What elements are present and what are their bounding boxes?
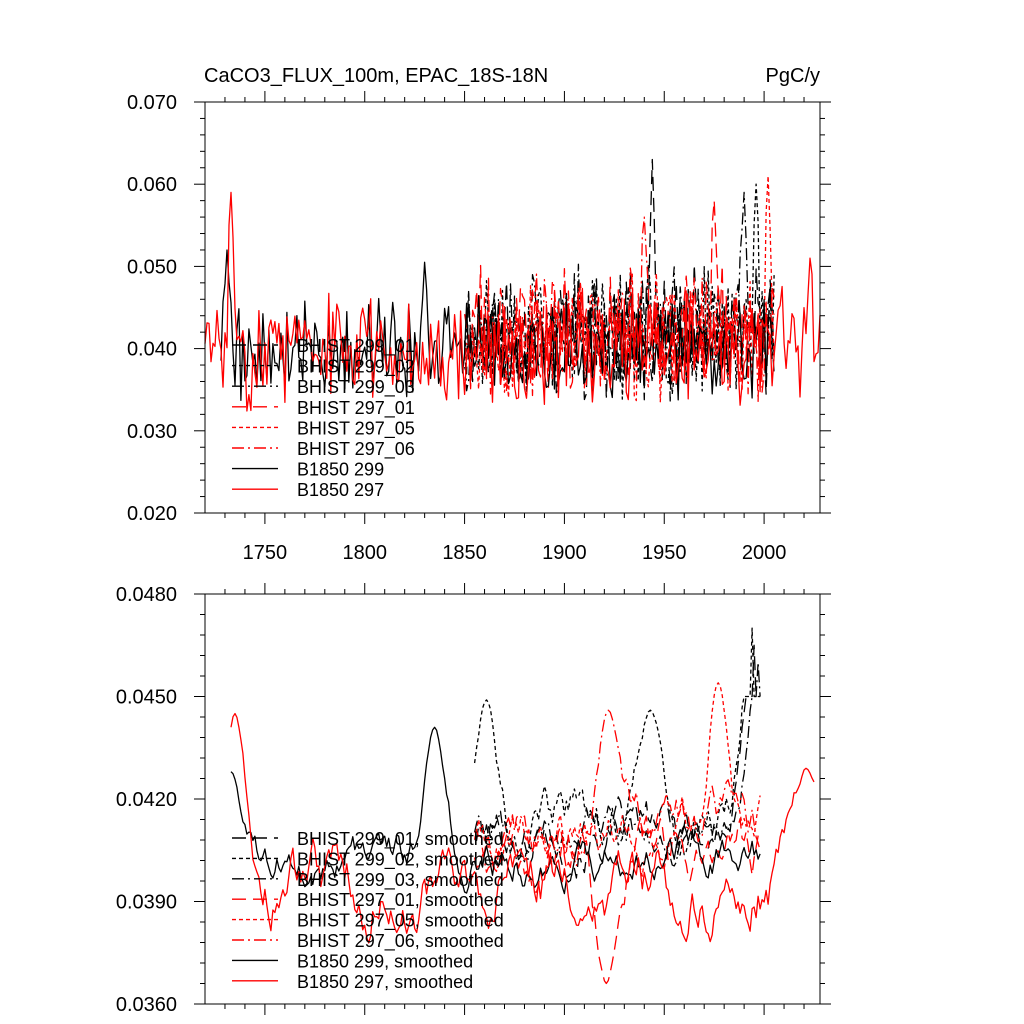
x-tick-label: 1750 <box>243 542 288 564</box>
series-line <box>204 191 821 412</box>
legend-label: BHIST 299_02 <box>297 357 415 378</box>
axes: 0.0360 0.0390 0.0420 0.0450 0.0480 <box>116 583 831 1016</box>
legend-label: B1850 297 <box>297 480 384 500</box>
y-tick-label: 0.030 <box>127 421 177 443</box>
legend-label: BHIST 297_06, smoothed <box>297 931 504 952</box>
top-panel: CaCO3_FLUX_100m, EPAC_18S-18N PgC/y 1750… <box>127 65 831 564</box>
legend-label: B1850 299 <box>297 460 384 480</box>
x-tick-label: 1800 <box>342 542 387 564</box>
legend-label: BHIST 299_02, smoothed <box>297 849 504 870</box>
legend-label: BHIST 297_06 <box>297 439 415 460</box>
series-lines <box>204 158 821 412</box>
plot-frame <box>204 101 821 514</box>
legend-label: BHIST 299_03, smoothed <box>297 870 504 891</box>
y-tick-label: 0.0390 <box>116 892 177 914</box>
y-tick-label: 0.0360 <box>116 994 177 1016</box>
legend-label: BHIST 297_01, smoothed <box>297 890 504 911</box>
x-tick-label: 2000 <box>742 542 787 564</box>
y-tick-label: 0.070 <box>127 92 177 114</box>
legend-label: BHIST 299_01, smoothed <box>297 829 504 850</box>
panel-title: CaCO3_FLUX_100m, EPAC_18S-18N <box>204 65 548 87</box>
x-tick-label: 1950 <box>642 542 687 564</box>
series-line <box>463 216 775 403</box>
axes: 1750 1800 1850 1900 1950 2000 0.020 0.030 0.040 0… <box>127 91 831 564</box>
legend-label: BHIST 299_01 <box>297 336 415 357</box>
legend-label: BHIST 297_01 <box>297 398 415 419</box>
series-line <box>474 644 761 879</box>
legend-label: BHIST 299_03 <box>297 377 415 398</box>
y-tick-label: 0.040 <box>127 339 177 361</box>
y-tick-label: 0.050 <box>127 256 177 278</box>
series-line <box>230 712 815 944</box>
series-line <box>473 815 761 985</box>
legend-label: B1850 299, smoothed <box>297 951 473 971</box>
bottom-panel: 0.0360 0.0390 0.0420 0.0450 0.0480 BHIST 299… <box>116 583 831 1016</box>
series-line <box>220 249 773 401</box>
series-line <box>473 627 761 863</box>
legend-label: BHIST 297_05 <box>297 418 415 439</box>
units-label: PgC/y <box>766 65 820 87</box>
y-tick-label: 0.0450 <box>116 687 177 709</box>
series-line <box>474 709 761 873</box>
y-tick-label: 0.020 <box>127 503 177 525</box>
x-tick-label: 1900 <box>542 542 587 564</box>
y-tick-label: 0.060 <box>127 174 177 196</box>
x-tick-label: 1850 <box>442 542 487 564</box>
series-lines <box>230 627 815 985</box>
y-tick-label: 0.0420 <box>116 789 177 811</box>
series-line <box>463 183 775 400</box>
series-line <box>473 661 761 867</box>
y-tick-label: 0.0480 <box>116 584 177 606</box>
series-line <box>473 682 761 877</box>
legend-label: BHIST 297_05, smoothed <box>297 911 504 932</box>
legend-label: B1850 297, smoothed <box>297 972 473 992</box>
